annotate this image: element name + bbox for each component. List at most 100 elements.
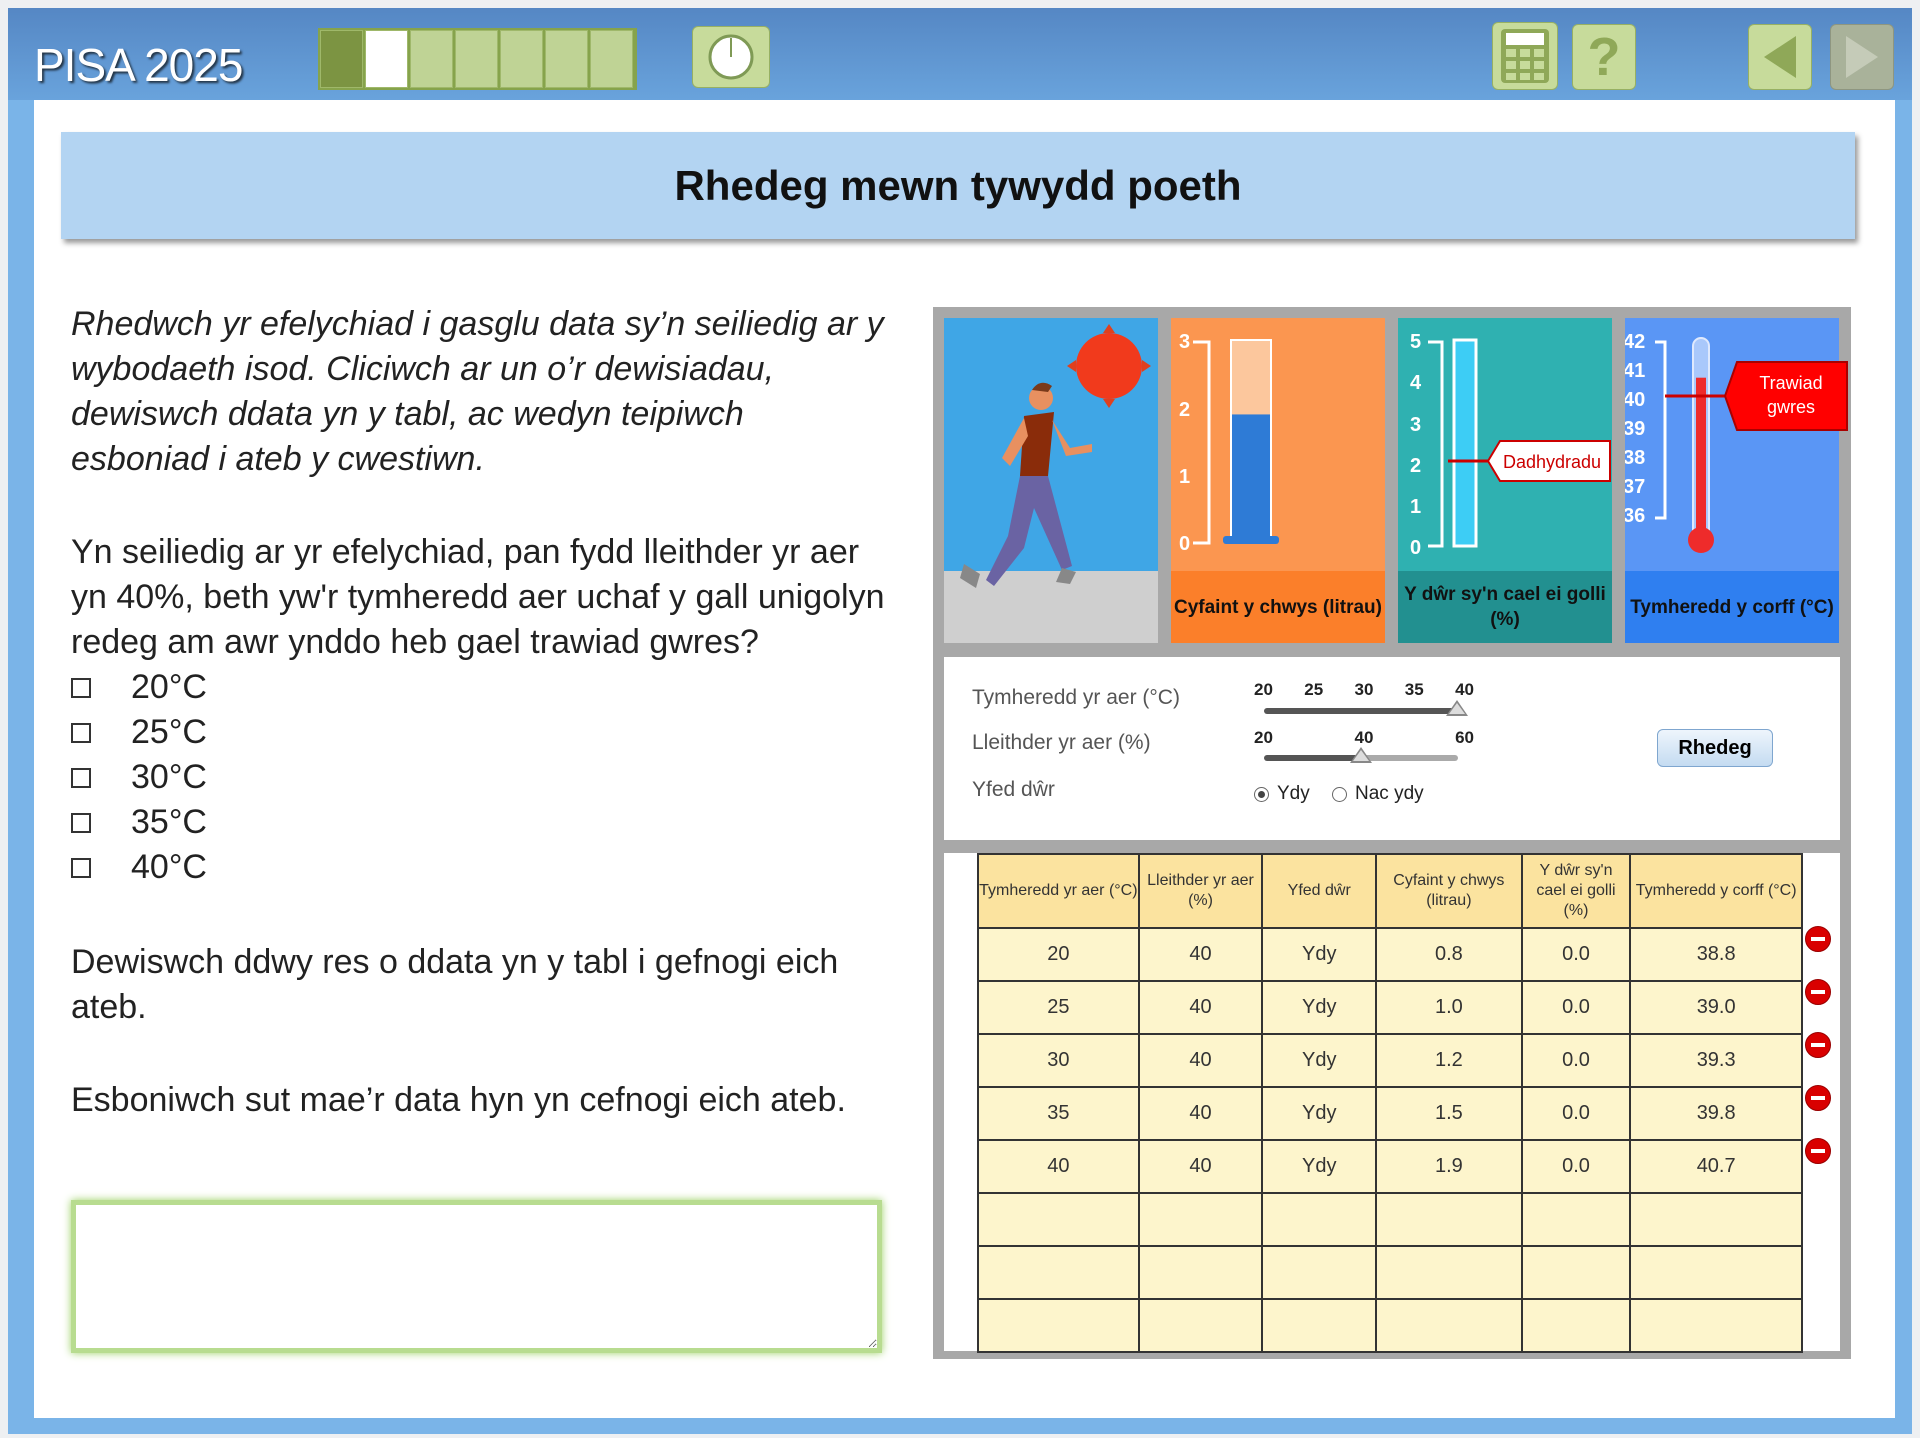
table-cell[interactable] — [1520, 1298, 1632, 1353]
sweat-label: Cyfaint y chwys (litrau) — [1171, 571, 1385, 643]
table-cell[interactable]: 0.0 — [1520, 1033, 1632, 1088]
delete-row-icon[interactable] — [1805, 1032, 1831, 1058]
back-button[interactable] — [1748, 24, 1812, 90]
checkbox[interactable] — [71, 767, 91, 788]
table-row[interactable]: 25 40 Ydy 1.0 0.0 39.0 — [977, 980, 1803, 1035]
table-row[interactable] — [977, 1192, 1803, 1247]
checkbox[interactable] — [71, 812, 91, 833]
table-cell[interactable]: 30 — [977, 1033, 1140, 1088]
col-body-temp: Tymheredd y corff (°C) — [1629, 853, 1803, 929]
table-cell[interactable] — [1629, 1192, 1803, 1247]
table-cell[interactable] — [1375, 1298, 1523, 1353]
table-cell[interactable]: 39.0 — [1629, 980, 1803, 1035]
table-row[interactable]: 20 40 Ydy 0.8 0.0 38.8 — [977, 927, 1803, 982]
checkbox[interactable] — [71, 677, 91, 698]
answer-textbox[interactable] — [71, 1200, 882, 1353]
delete-row-icon[interactable] — [1805, 926, 1831, 952]
radio-yes[interactable]: Ydy — [1254, 783, 1310, 805]
air-temp-slider[interactable] — [1264, 708, 1458, 714]
table-cell[interactable]: Ydy — [1261, 1033, 1378, 1088]
table-cell[interactable]: 40 — [1137, 1033, 1264, 1088]
table-cell[interactable]: 40 — [1137, 1139, 1264, 1194]
option-label: 40°C — [131, 848, 207, 886]
table-cell[interactable]: 40 — [1137, 980, 1264, 1035]
table-cell[interactable] — [1261, 1245, 1378, 1300]
table-cell[interactable] — [977, 1298, 1140, 1353]
table-cell[interactable]: 40.7 — [1629, 1139, 1803, 1194]
table-cell[interactable]: 40 — [977, 1139, 1140, 1194]
heatstroke-marker: Trawiad gwres — [1759, 373, 1823, 417]
delete-row-icon[interactable] — [1805, 979, 1831, 1005]
option-25[interactable]: 25°C — [71, 710, 891, 755]
tick: 20 — [1254, 680, 1273, 699]
table-cell[interactable] — [1375, 1192, 1523, 1247]
table-cell[interactable] — [1629, 1245, 1803, 1300]
table-cell[interactable]: 0.0 — [1520, 980, 1632, 1035]
run-button[interactable]: Rhedeg — [1657, 729, 1773, 767]
table-cell[interactable]: Ydy — [1261, 1139, 1378, 1194]
checkbox[interactable] — [71, 857, 91, 878]
option-label: 35°C — [131, 803, 207, 841]
table-cell[interactable]: Ydy — [1261, 1086, 1378, 1141]
col-air-temp: Tymheredd yr aer (°C) — [977, 853, 1140, 929]
table-row[interactable]: 35 40 Ydy 1.5 0.0 39.8 — [977, 1086, 1803, 1141]
table-cell[interactable] — [1375, 1245, 1523, 1300]
table-cell[interactable]: 1.0 — [1375, 980, 1523, 1035]
table-cell[interactable] — [1629, 1298, 1803, 1353]
table-cell[interactable]: 1.2 — [1375, 1033, 1523, 1088]
air-temp-slider-thumb[interactable] — [1446, 700, 1468, 716]
table-cell[interactable] — [1137, 1192, 1264, 1247]
table-cell[interactable]: 0.0 — [1520, 927, 1632, 982]
table-cell[interactable] — [1137, 1245, 1264, 1300]
table-cell[interactable]: Ydy — [1261, 927, 1378, 982]
table-cell[interactable]: 40 — [1137, 927, 1264, 982]
intro-text: Rhedwch yr efelychiad i gasglu data sy’n… — [71, 305, 884, 478]
table-cell[interactable]: 25 — [977, 980, 1140, 1035]
page-title: Rhedeg mewn tywydd poeth — [61, 132, 1855, 239]
tick: 60 — [1455, 728, 1474, 747]
option-30[interactable]: 30°C — [71, 755, 891, 800]
radio-button[interactable] — [1332, 786, 1347, 802]
progress-step — [410, 30, 453, 88]
radio-no[interactable]: Nac ydy — [1332, 783, 1424, 805]
table-cell[interactable] — [1137, 1298, 1264, 1353]
table-cell[interactable]: 20 — [977, 927, 1140, 982]
table-cell[interactable]: 0.0 — [1520, 1139, 1632, 1194]
table-row[interactable] — [977, 1298, 1803, 1353]
table-cell[interactable] — [977, 1245, 1140, 1300]
delete-row-icon[interactable] — [1805, 1085, 1831, 1111]
table-row[interactable]: 40 40 Ydy 1.9 0.0 40.7 — [977, 1139, 1803, 1194]
radio-button[interactable] — [1254, 786, 1269, 802]
timer-button[interactable] — [692, 26, 770, 88]
temp-tick: 40 — [1625, 389, 1645, 411]
sweat-tick: 2 — [1179, 399, 1190, 421]
table-cell[interactable]: 39.8 — [1629, 1086, 1803, 1141]
table-row[interactable]: 30 40 Ydy 1.2 0.0 39.3 — [977, 1033, 1803, 1088]
checkbox[interactable] — [71, 722, 91, 743]
option-40[interactable]: 40°C — [71, 845, 891, 890]
delete-row-icon[interactable] — [1805, 1138, 1831, 1164]
table-row[interactable] — [977, 1245, 1803, 1300]
table-cell[interactable]: 38.8 — [1629, 927, 1803, 982]
forward-button[interactable] — [1830, 24, 1894, 90]
calculator-button[interactable] — [1492, 22, 1558, 90]
option-35[interactable]: 35°C — [71, 800, 891, 845]
help-button[interactable]: ? — [1572, 24, 1636, 90]
table-cell[interactable]: 1.9 — [1375, 1139, 1523, 1194]
table-cell[interactable] — [1520, 1245, 1632, 1300]
option-20[interactable]: 20°C — [71, 665, 891, 710]
table-cell[interactable]: 0.8 — [1375, 927, 1523, 982]
table-cell[interactable]: 40 — [1137, 1086, 1264, 1141]
humidity-slider-thumb[interactable] — [1350, 747, 1372, 763]
table-cell[interactable] — [1520, 1192, 1632, 1247]
answer-options: 20°C 25°C 30°C 35°C 40°C — [71, 665, 891, 890]
table-cell[interactable] — [977, 1192, 1140, 1247]
table-cell[interactable]: 0.0 — [1520, 1086, 1632, 1141]
tick: 40 — [1354, 728, 1374, 747]
table-cell[interactable]: Ydy — [1261, 980, 1378, 1035]
table-cell[interactable] — [1261, 1298, 1378, 1353]
table-cell[interactable]: 1.5 — [1375, 1086, 1523, 1141]
table-cell[interactable]: 39.3 — [1629, 1033, 1803, 1088]
table-cell[interactable] — [1261, 1192, 1378, 1247]
table-cell[interactable]: 35 — [977, 1086, 1140, 1141]
